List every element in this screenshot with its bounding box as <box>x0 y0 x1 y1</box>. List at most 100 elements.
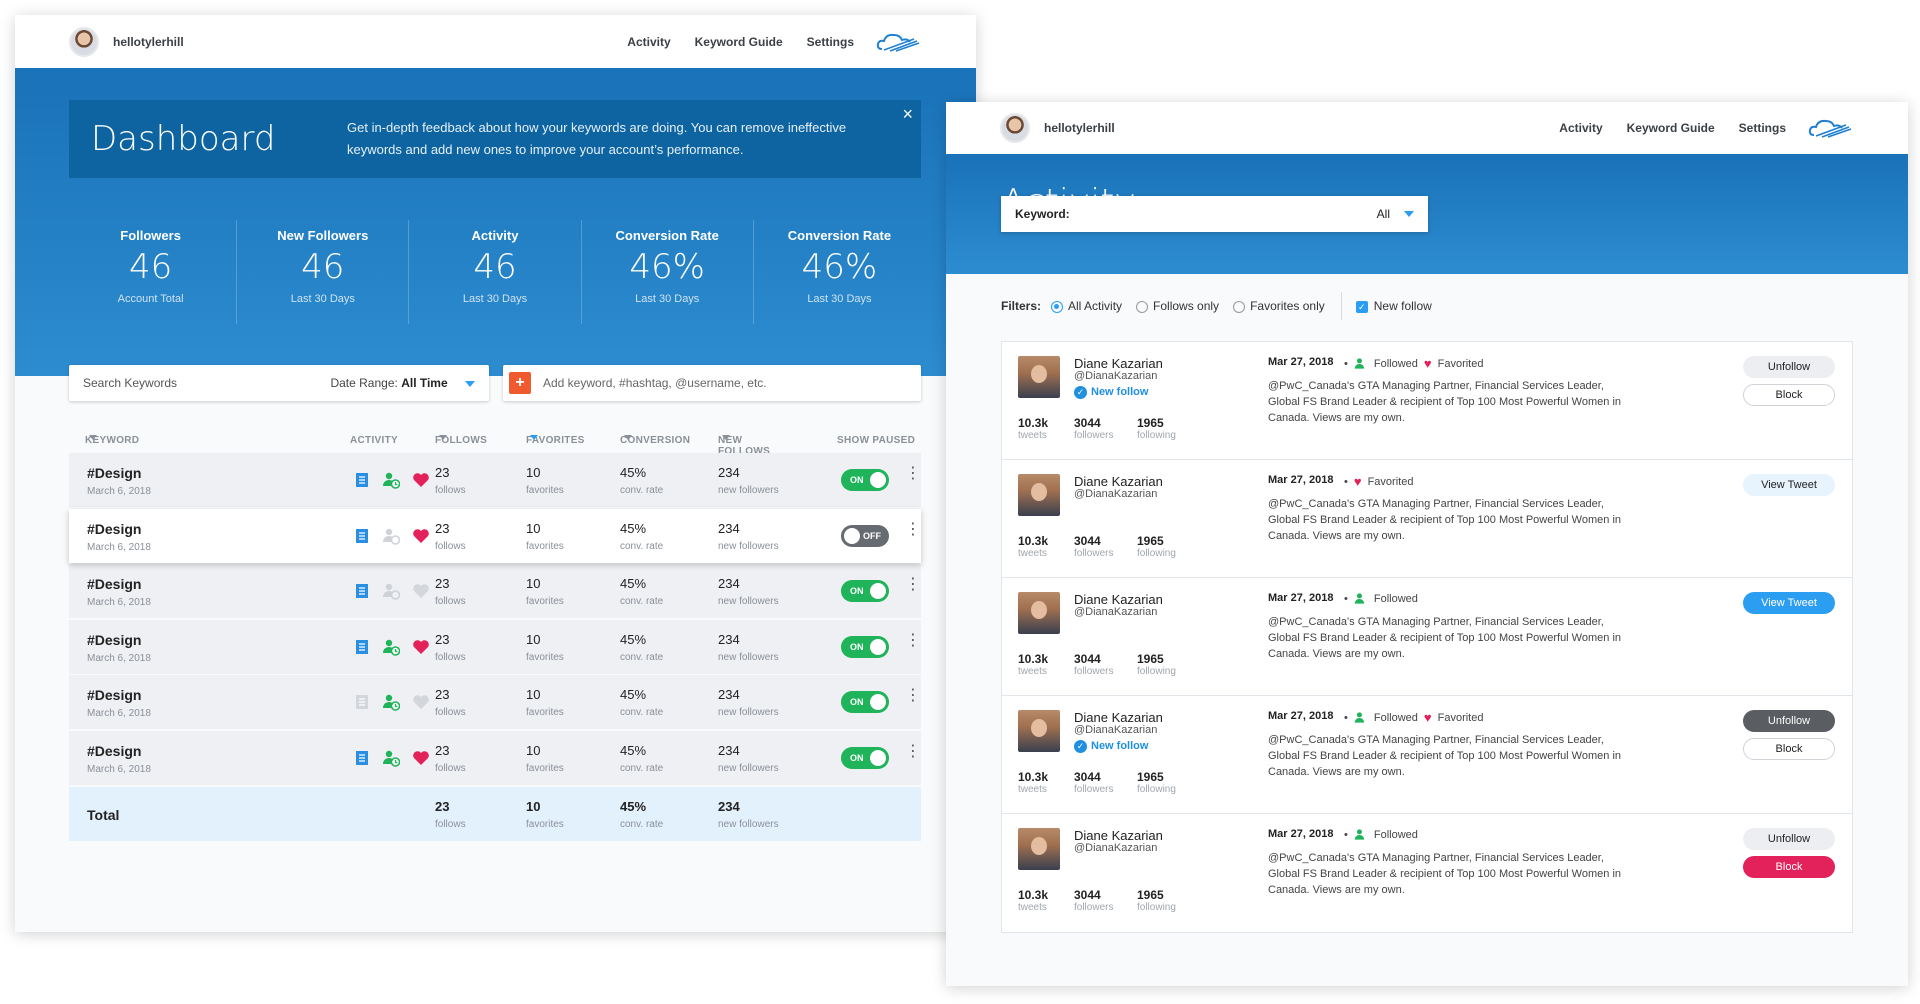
unfollow-button[interactable]: Unfollow <box>1743 710 1835 732</box>
keyword-date: March 6, 2018 <box>87 486 151 497</box>
plus-icon[interactable]: + <box>509 372 531 394</box>
nav-activity[interactable]: Activity <box>1559 121 1603 135</box>
heart-icon[interactable] <box>412 582 430 600</box>
follows-count: 23 <box>435 742 450 758</box>
stat-sub: Last 30 Days <box>462 293 528 305</box>
profile-photo[interactable] <box>1018 356 1060 398</box>
chevron-down-icon <box>465 380 475 387</box>
block-button[interactable]: Block <box>1743 384 1835 406</box>
activity-tags: • ♥ Favorited <box>1344 474 1413 489</box>
profile-name[interactable]: Diane Kazarian <box>1074 592 1163 607</box>
heart-icon[interactable] <box>412 693 430 711</box>
status-toggle[interactable]: ON <box>841 635 889 658</box>
close-icon[interactable]: × <box>902 104 913 124</box>
more-options-icon[interactable]: ⋮ <box>905 687 921 704</box>
status-toggle[interactable]: ON <box>841 691 889 713</box>
view-tweet-button[interactable]: View Tweet <box>1743 474 1835 496</box>
block-button[interactable]: Block <box>1743 738 1835 760</box>
document-icon[interactable] <box>353 749 371 767</box>
status-toggle[interactable]: OFF <box>841 524 889 547</box>
keyword-select-label: Keyword: <box>1015 207 1070 221</box>
nav-keyword-guide[interactable]: Keyword Guide <box>694 34 783 49</box>
nav-settings[interactable]: Settings <box>806 34 854 49</box>
cloud-logo-icon[interactable] <box>1808 117 1852 139</box>
avatar[interactable] <box>1000 113 1030 143</box>
unit: follows <box>435 651 466 663</box>
document-icon[interactable] <box>353 582 371 600</box>
cloud-logo-icon[interactable] <box>876 31 920 53</box>
document-icon[interactable] <box>353 471 371 489</box>
table-row[interactable]: #Design March 6, 2018 23 follows 10 favorit… <box>69 564 921 618</box>
search-keywords-input[interactable]: Search Keywords Date Range: All Time <box>69 365 489 401</box>
status-toggle[interactable]: ON <box>841 469 889 491</box>
tweets-stat: 10.3k tweets <box>1018 416 1049 441</box>
follow-user-icon[interactable] <box>382 638 400 656</box>
status-toggle[interactable]: ON <box>841 746 889 769</box>
more-options-icon[interactable]: ⋮ <box>905 465 921 482</box>
more-options-icon[interactable]: ⋮ <box>905 520 921 538</box>
unit: new followers <box>718 818 779 830</box>
unit: follows <box>435 762 466 774</box>
more-options-icon[interactable]: ⋮ <box>905 631 921 649</box>
heart-icon[interactable] <box>412 471 430 489</box>
keyword-date: March 6, 2018 <box>87 708 151 719</box>
follow-user-icon[interactable] <box>382 582 400 600</box>
follow-user-icon[interactable] <box>382 749 400 767</box>
stat-new-followers: New Followers 46 Last 30 Days <box>236 220 408 324</box>
table-row[interactable]: #Design March 6, 2018 23 follows 10 favorit… <box>69 453 921 507</box>
search-placeholder: Search Keywords <box>83 376 178 390</box>
nav-settings[interactable]: Settings <box>1738 121 1786 135</box>
heart-icon[interactable] <box>412 638 430 656</box>
follow-user-icon[interactable] <box>382 693 400 711</box>
unit: new followers <box>718 596 779 607</box>
new-followers-count: 234 <box>718 798 740 814</box>
block-button[interactable]: Block <box>1743 856 1835 878</box>
profile-handle: @DianaKazarian <box>1074 488 1158 500</box>
filter-favorites-only[interactable]: Favorites only <box>1233 299 1325 313</box>
document-icon[interactable] <box>353 527 371 545</box>
profile-name[interactable]: Diane Kazarian <box>1074 828 1163 843</box>
heart-icon[interactable] <box>412 527 430 545</box>
table-row[interactable]: #Design March 6, 2018 23 follows 10 favorit… <box>69 675 921 729</box>
status-toggle[interactable]: ON <box>841 580 889 602</box>
filter-all-activity[interactable]: All Activity <box>1051 299 1122 313</box>
profile-bio: @PwC_Canada's GTA Managing Partner, Fina… <box>1268 380 1622 424</box>
follows-count: 23 <box>435 687 450 702</box>
profile-photo[interactable] <box>1018 828 1060 870</box>
conversion-rate: 45% <box>620 742 647 758</box>
unit: new followers <box>718 540 779 552</box>
tweets-stat: 10.3k tweets <box>1018 652 1049 677</box>
date-range-select[interactable]: Date Range: All Time <box>330 376 475 390</box>
follow-user-icon[interactable] <box>382 471 400 489</box>
keyword-name: #Design <box>87 465 142 481</box>
profile-photo[interactable] <box>1018 710 1060 752</box>
favorites-count: 10 <box>526 742 541 758</box>
nav-keyword-guide[interactable]: Keyword Guide <box>1626 121 1715 135</box>
profile-name[interactable]: Diane Kazarian <box>1074 474 1163 489</box>
unfollow-button[interactable]: Unfollow <box>1743 356 1835 378</box>
view-tweet-button[interactable]: View Tweet <box>1743 592 1835 614</box>
stat-label: Followers <box>120 228 181 243</box>
follow-user-icon[interactable] <box>382 527 400 545</box>
more-options-icon[interactable]: ⋮ <box>905 576 921 593</box>
avatar[interactable] <box>69 26 99 57</box>
col-show-paused[interactable]: SHOW PAUSED <box>837 435 916 446</box>
document-icon[interactable] <box>353 693 371 711</box>
profile-name[interactable]: Diane Kazarian <box>1074 710 1163 725</box>
new-follow-checkbox[interactable]: ✓ New follow <box>1355 299 1432 313</box>
keyword-select[interactable]: Keyword: All <box>1001 196 1428 232</box>
more-options-icon[interactable]: ⋮ <box>905 742 921 760</box>
unfollow-button[interactable]: Unfollow <box>1743 828 1835 850</box>
profile-photo[interactable] <box>1018 474 1060 516</box>
heart-icon[interactable] <box>412 749 430 767</box>
profile-photo[interactable] <box>1018 592 1060 634</box>
nav-activity[interactable]: Activity <box>627 34 671 49</box>
document-icon[interactable] <box>353 638 371 656</box>
profile-name[interactable]: Diane Kazarian <box>1074 356 1163 371</box>
add-keyword-input[interactable]: + Add keyword, #hashtag, @username, etc. <box>503 365 921 401</box>
filter-follows-only[interactable]: Follows only <box>1136 299 1219 313</box>
profile-bio: @PwC_Canada's GTA Managing Partner, Fina… <box>1268 498 1622 542</box>
table-row[interactable]: #Design March 6, 2018 23 follows 10 favorit… <box>69 619 921 674</box>
table-row[interactable]: #Design March 6, 2018 23 follows 10 favorit… <box>69 508 921 563</box>
table-row[interactable]: #Design March 6, 2018 23 follows 10 favorit… <box>69 730 921 785</box>
